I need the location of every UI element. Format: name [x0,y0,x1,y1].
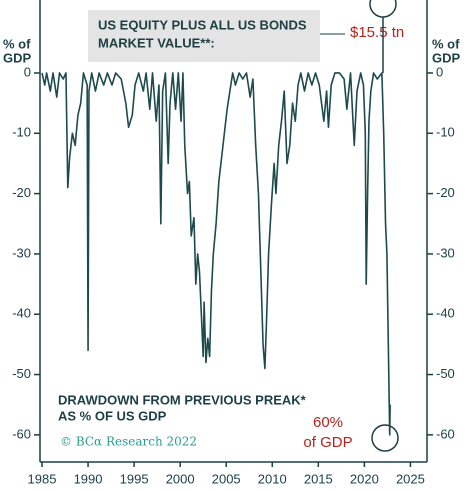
x-tick-label: 2020 [350,471,379,486]
x-tick-label: 2010 [258,471,287,486]
y2-tick-label: -50 [436,366,455,381]
x-tick-label: 2015 [304,471,333,486]
note: AS % OF US GDP [58,408,167,423]
end-annotation: of GDP [303,434,352,451]
source: © BCα Research 2022 [60,435,197,449]
y-tick-label: -10 [12,125,31,140]
y2-tick-label: -40 [436,306,455,321]
annotation-circle [371,424,399,452]
y2-tick-label: -20 [436,185,455,200]
x-tick-label: 2005 [212,471,241,486]
y2-tick-label: -30 [436,245,455,260]
annotation-circle [369,0,397,18]
x-tick-label: 1985 [28,471,57,486]
x-tick-label: 1995 [120,471,149,486]
y2-tick-label: 0 [436,64,443,79]
data-line [41,72,391,436]
title-box [88,10,320,62]
x-tick-label: 1990 [74,471,103,486]
y-tick-label: -60 [12,426,31,441]
y2-label: % of [432,36,460,51]
top-annotation: $15.5 tn [350,24,404,41]
x-tick-label: 2000 [166,471,195,486]
x-tick-label: 2025 [396,471,425,486]
y-label: GDP [3,50,32,65]
y2-label: GDP [432,50,461,65]
y-tick-label: 0 [24,64,31,79]
y-tick-label: -30 [12,245,31,260]
note: DRAWDOWN FROM PREVIOUS PREAK* [58,392,307,407]
chart-title: MARKET VALUE**: [98,35,215,50]
y2-tick-label: -10 [436,125,455,140]
y-tick-label: -40 [12,306,31,321]
y-tick-label: -50 [12,366,31,381]
y-tick-label: -20 [12,185,31,200]
end-annotation: 60% [313,414,343,431]
chart-title: US EQUITY PLUS ALL US BONDS [98,17,307,32]
y2-tick-label: -60 [436,426,455,441]
y-label: % of [3,36,31,51]
